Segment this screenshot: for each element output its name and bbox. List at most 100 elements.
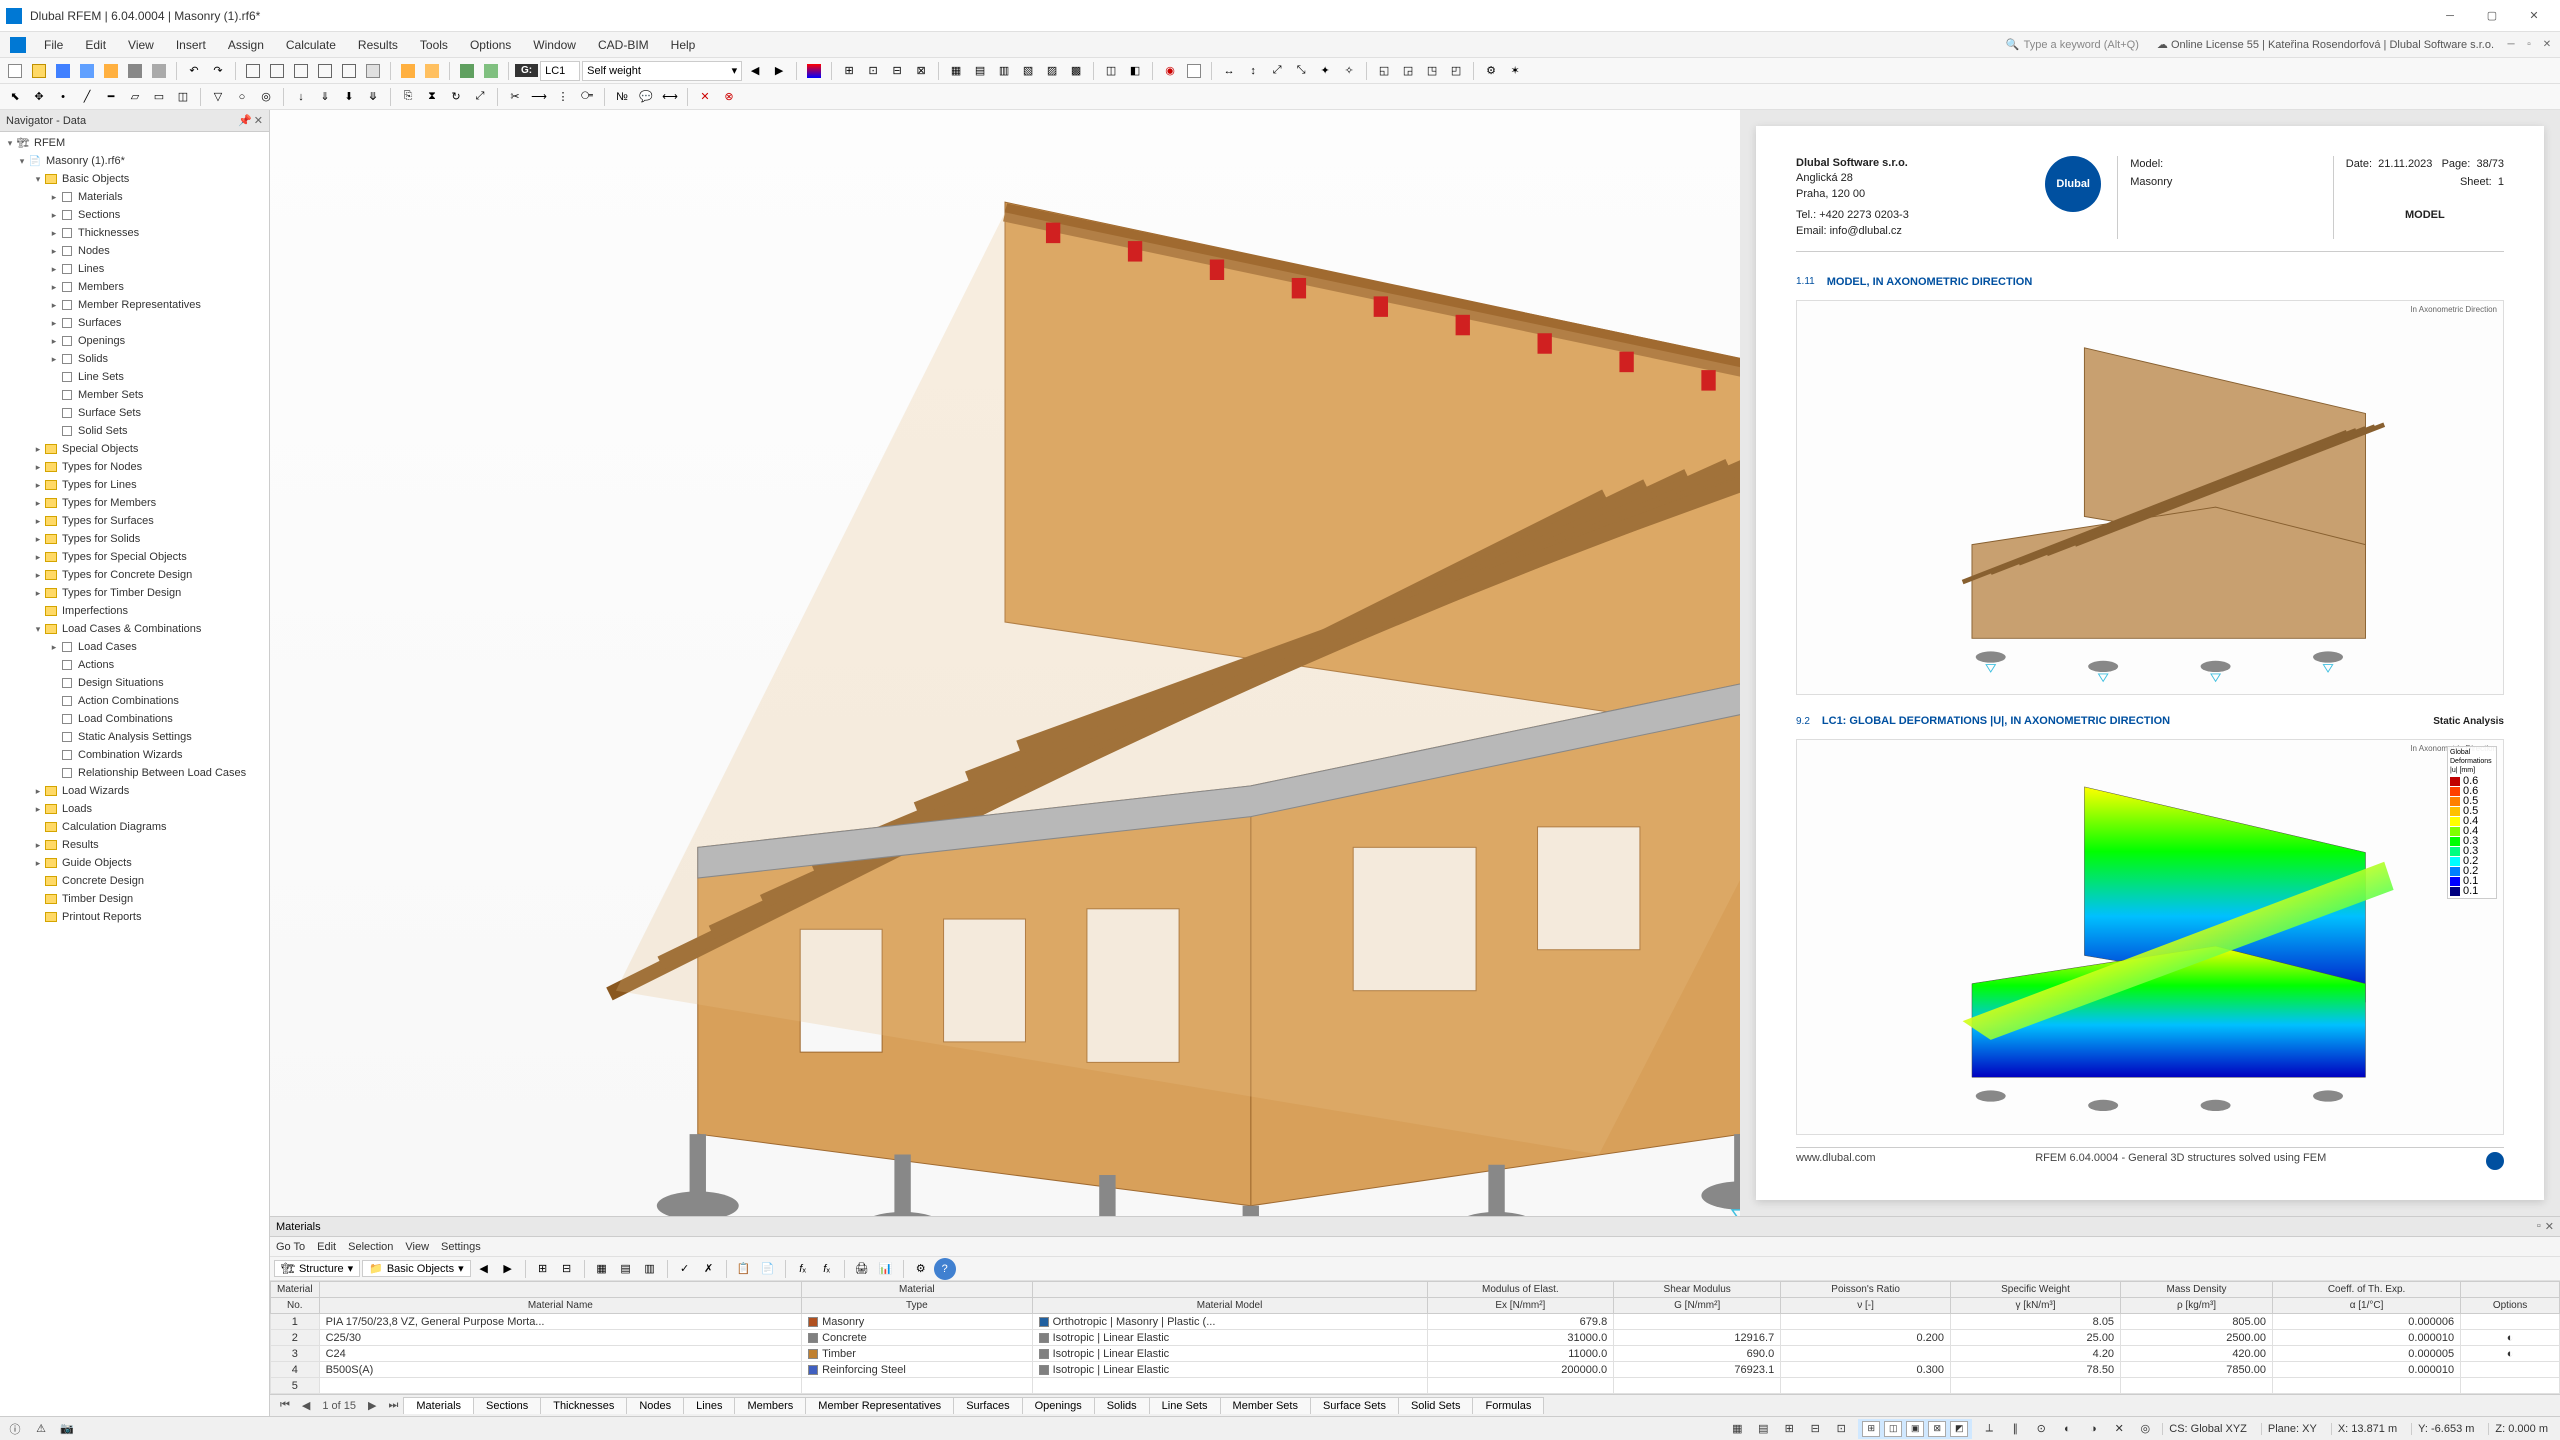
table-row[interactable]: 1PIA 17/50/23,8 VZ, General Purpose Mort…	[271, 1314, 2560, 1330]
nav-pin-icon[interactable]: 📌	[238, 114, 252, 127]
tree-item[interactable]: ▸Load Cases	[0, 638, 269, 656]
sb-s1-icon[interactable]: ⟂	[1980, 1420, 1998, 1438]
node-draw-button[interactable]: •	[52, 86, 74, 108]
bp-tool-fn2[interactable]: fₓ	[816, 1258, 838, 1280]
tree-item[interactable]: ▾Load Cases & Combinations	[0, 620, 269, 638]
tree-model[interactable]: ▾📄Masonry (1).rf6*	[0, 152, 269, 170]
tree-item[interactable]: Calculation Diagrams	[0, 818, 269, 836]
bp-tool-12[interactable]: ⚙	[910, 1258, 932, 1280]
comment-button[interactable]: 💬	[635, 86, 657, 108]
tree-item[interactable]: ▸Solids	[0, 350, 269, 368]
menu-results[interactable]: Results	[348, 34, 408, 56]
member-draw-button[interactable]: ━	[100, 86, 122, 108]
opt-b-button[interactable]: ✶	[1504, 60, 1526, 82]
tree-item[interactable]: Load Combinations	[0, 710, 269, 728]
copy-button[interactable]: ⎘	[397, 86, 419, 108]
tree-item[interactable]: ▸Types for Solids	[0, 530, 269, 548]
trim-button[interactable]: ✂	[504, 86, 526, 108]
sb-warn-icon[interactable]: ⚠	[32, 1420, 50, 1438]
sb-s7-icon[interactable]: ◎	[2136, 1420, 2154, 1438]
load-node-button[interactable]: ↓	[290, 86, 312, 108]
menu-window[interactable]: Window	[523, 34, 586, 56]
tree-item[interactable]: ▸Openings	[0, 332, 269, 350]
hinge-button[interactable]: ○	[231, 86, 253, 108]
tables-button[interactable]	[362, 60, 384, 82]
menu-options[interactable]: Options	[460, 34, 521, 56]
table-row[interactable]: 2C25/30ConcreteIsotropic | Linear Elasti…	[271, 1330, 2560, 1346]
dim-b-button[interactable]: ✦	[1314, 60, 1336, 82]
snap-1[interactable]: ⊞	[1862, 1421, 1880, 1437]
menu-help[interactable]: Help	[661, 34, 706, 56]
tree-item[interactable]: Action Combinations	[0, 692, 269, 710]
sb-t4-icon[interactable]: ⊟	[1806, 1420, 1824, 1438]
bp-menu-view[interactable]: View	[405, 1241, 429, 1253]
window-5-button[interactable]	[338, 60, 360, 82]
tree-item[interactable]: Surface Sets	[0, 404, 269, 422]
basic-objects-combo[interactable]: 📁 Basic Objects ▾	[362, 1260, 470, 1277]
bp-help-button[interactable]: ?	[934, 1258, 956, 1280]
menu-file[interactable]: File	[34, 34, 73, 56]
window-4-button[interactable]	[314, 60, 336, 82]
bp-tool-fn[interactable]: fₓ	[792, 1258, 814, 1280]
bp-tool-7[interactable]: ✗	[698, 1258, 720, 1280]
tool-a-button[interactable]: ⊞	[838, 60, 860, 82]
tab-next-button[interactable]: ▶	[362, 1399, 382, 1412]
sb-info-icon[interactable]: ⓘ	[6, 1420, 24, 1438]
block-button[interactable]	[100, 60, 122, 82]
support-button[interactable]: ▽	[207, 86, 229, 108]
tree-item[interactable]: ▸Load Wizards	[0, 782, 269, 800]
tab-surface-sets[interactable]: Surface Sets	[1310, 1397, 1399, 1414]
dim-c-button[interactable]: ✧	[1338, 60, 1360, 82]
mdi-restore-icon[interactable]: ▫	[2522, 38, 2536, 52]
lc-prev-button[interactable]: ◀	[744, 60, 766, 82]
menu-assign[interactable]: Assign	[218, 34, 274, 56]
dim-z-button[interactable]: ⤢	[1266, 60, 1288, 82]
mdi-minimize-icon[interactable]: ─	[2504, 38, 2518, 52]
move-button[interactable]: ✥	[28, 86, 50, 108]
tree-item[interactable]: Combination Wizards	[0, 746, 269, 764]
bp-prev-button[interactable]: ◀	[473, 1258, 495, 1280]
tool-k-button[interactable]: ◫	[1100, 60, 1122, 82]
tree-item[interactable]: Actions	[0, 656, 269, 674]
bp-tool-9[interactable]: 📄	[757, 1258, 779, 1280]
window-2-button[interactable]	[266, 60, 288, 82]
tab-surfaces[interactable]: Surfaces	[953, 1397, 1022, 1414]
load-member-button[interactable]: ⬇	[338, 86, 360, 108]
tab-thicknesses[interactable]: Thicknesses	[540, 1397, 627, 1414]
tree-item[interactable]: ▸Types for Members	[0, 494, 269, 512]
tab-solids[interactable]: Solids	[1094, 1397, 1150, 1414]
tree-item[interactable]: Timber Design	[0, 890, 269, 908]
solid-draw-button[interactable]: ◫	[172, 86, 194, 108]
tree-item[interactable]: Static Analysis Settings	[0, 728, 269, 746]
bp-tool-1[interactable]: ⊞	[532, 1258, 554, 1280]
calc-button[interactable]	[456, 60, 478, 82]
app-menu-icon[interactable]	[10, 37, 26, 53]
menu-insert[interactable]: Insert	[166, 34, 216, 56]
mirror-button[interactable]: ⧗	[421, 86, 443, 108]
tool-g-button[interactable]: ▥	[993, 60, 1015, 82]
tab-line-sets[interactable]: Line Sets	[1149, 1397, 1221, 1414]
bp-max-icon[interactable]: ▫	[2537, 1220, 2541, 1233]
tree-item[interactable]: Relationship Between Load Cases	[0, 764, 269, 782]
tool-b-button[interactable]: ⊡	[862, 60, 884, 82]
window-3-button[interactable]	[290, 60, 312, 82]
open-button[interactable]	[28, 60, 50, 82]
sb-s2-icon[interactable]: ∥	[2006, 1420, 2024, 1438]
tree-item[interactable]: Member Sets	[0, 386, 269, 404]
tree-item[interactable]: ▸Materials	[0, 188, 269, 206]
bp-menu-go-to[interactable]: Go To	[276, 1241, 305, 1253]
bp-menu-selection[interactable]: Selection	[348, 1241, 393, 1253]
dim-y-button[interactable]: ↕	[1242, 60, 1264, 82]
tree-item[interactable]: Solid Sets	[0, 422, 269, 440]
tool-f-button[interactable]: ▤	[969, 60, 991, 82]
lc-edit-button[interactable]	[421, 60, 443, 82]
tree-item[interactable]: ▸Types for Timber Design	[0, 584, 269, 602]
dim-a-button[interactable]: ⤡	[1290, 60, 1312, 82]
menu-calculate[interactable]: Calculate	[276, 34, 346, 56]
materials-table[interactable]: MaterialMaterialModulus of Elast.Shear M…	[270, 1281, 2560, 1394]
view-a-button[interactable]: ◱	[1373, 60, 1395, 82]
load-surface-button[interactable]: ⤋	[362, 86, 384, 108]
dimension-button[interactable]: ⟷	[659, 86, 681, 108]
tree-root[interactable]: ▾🏗RFEM	[0, 134, 269, 152]
delete-button[interactable]: ✕	[694, 86, 716, 108]
